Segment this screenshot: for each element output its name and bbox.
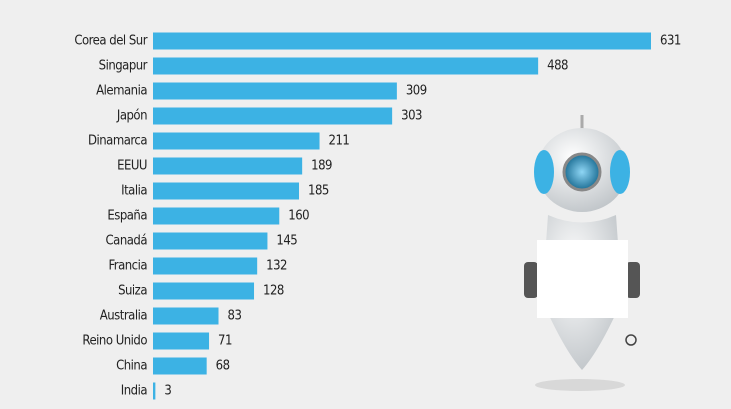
category-label: Italia — [121, 184, 147, 199]
robot-ear — [610, 150, 630, 194]
value-label: 145 — [276, 234, 297, 249]
value-label: 83 — [228, 309, 242, 324]
bar — [153, 32, 651, 50]
bar — [153, 257, 258, 275]
robot-sign — [537, 240, 628, 318]
category-label: Corea del Sur — [74, 34, 147, 49]
close-icon — [625, 334, 637, 346]
value-label: 68 — [216, 359, 230, 374]
bar — [153, 357, 207, 375]
category-label: China — [116, 359, 147, 374]
category-label: Canadá — [105, 234, 147, 249]
robot-hand — [626, 262, 640, 298]
value-label: 3 — [164, 384, 171, 399]
bar — [153, 282, 255, 300]
value-label: 189 — [311, 159, 332, 174]
bar — [153, 207, 280, 225]
robot-illustration — [524, 115, 640, 391]
value-label: 185 — [308, 184, 329, 199]
robot-eye — [562, 152, 602, 192]
bar — [153, 57, 539, 75]
bar — [153, 382, 156, 400]
bar — [153, 332, 210, 350]
value-label: 488 — [547, 59, 568, 74]
bar — [153, 82, 397, 100]
value-label: 303 — [401, 109, 422, 124]
bar — [153, 232, 268, 250]
bar — [153, 182, 300, 200]
category-label: Japón — [116, 109, 147, 124]
category-label: Dinamarca — [88, 134, 147, 149]
bar — [153, 107, 393, 125]
robot-shadow — [535, 379, 625, 391]
category-label: EEUU — [117, 159, 147, 174]
category-label: Australia — [100, 309, 148, 324]
bar — [153, 307, 219, 325]
category-label: Singapur — [99, 59, 148, 74]
category-label: India — [121, 384, 148, 399]
bar — [153, 132, 320, 150]
value-label: 132 — [266, 259, 287, 274]
value-label: 160 — [288, 209, 309, 224]
category-label: Reino Unido — [82, 334, 147, 349]
robot-hand — [524, 262, 538, 298]
value-label: 128 — [263, 284, 284, 299]
category-label: Alemania — [96, 84, 147, 99]
category-label: Francia — [108, 259, 147, 274]
value-label: 211 — [329, 134, 350, 149]
category-label: Suiza — [118, 284, 147, 299]
robot-ear — [534, 150, 554, 194]
category-label: España — [107, 209, 147, 224]
value-label: 631 — [660, 34, 681, 49]
value-label: 71 — [218, 334, 232, 349]
bar — [153, 157, 303, 175]
value-label: 309 — [406, 84, 427, 99]
